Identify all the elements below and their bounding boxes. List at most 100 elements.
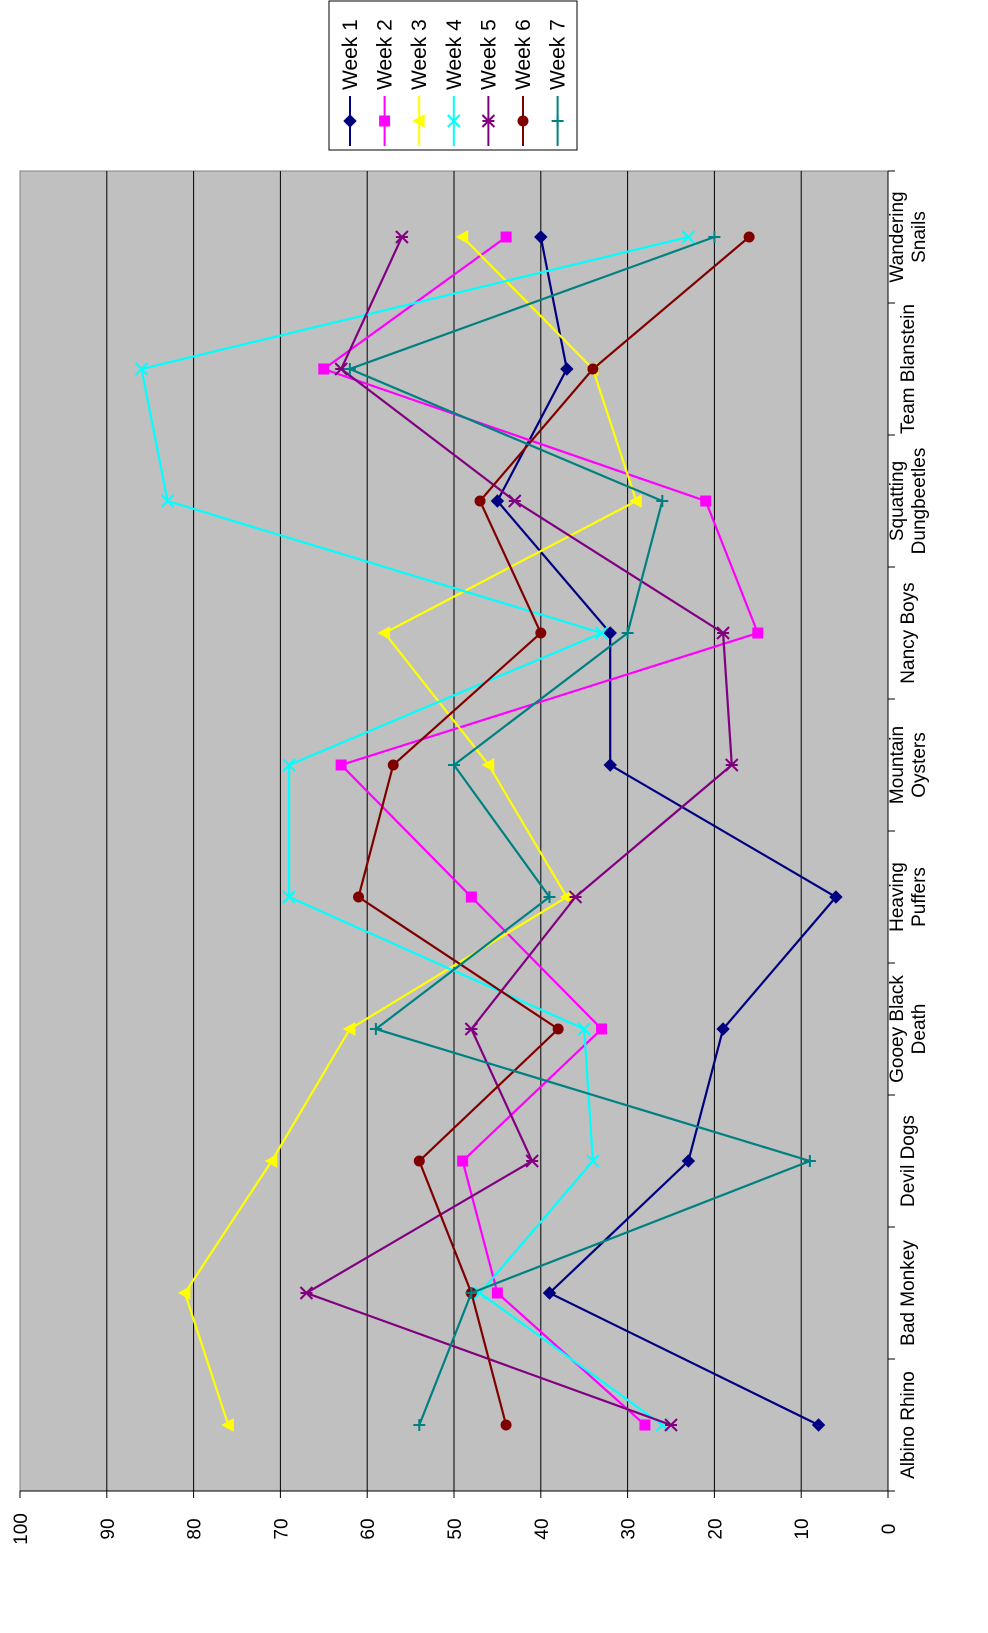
legend-item: Week 4 xyxy=(443,19,466,146)
data-point xyxy=(448,759,460,771)
category-label-line: Snails xyxy=(909,211,930,263)
data-point xyxy=(264,1154,278,1168)
data-point xyxy=(395,230,409,244)
gridlines xyxy=(106,171,802,1491)
data-point xyxy=(377,626,391,640)
data-point xyxy=(586,1154,600,1168)
series-line xyxy=(346,235,814,1426)
legend-label: Week 1 xyxy=(339,19,362,90)
value-tick-label: 100 xyxy=(11,1513,32,1545)
data-point xyxy=(134,362,149,376)
series-week-1 xyxy=(490,230,843,1432)
data-point xyxy=(342,1022,356,1036)
category-label-line: Heaving xyxy=(887,862,908,932)
value-tick-label: 70 xyxy=(271,1518,292,1539)
data-point xyxy=(343,114,357,128)
data-point xyxy=(535,627,547,639)
series-line xyxy=(357,236,750,1426)
value-tick-label: 80 xyxy=(185,1518,206,1539)
data-point xyxy=(708,231,721,243)
category-label-line: Albino Rhino xyxy=(898,1371,919,1479)
legend-item: Week 6 xyxy=(512,19,535,146)
data-point xyxy=(447,114,461,128)
data-point xyxy=(490,494,505,508)
data-point xyxy=(491,1287,503,1299)
category-label-line: Squatting xyxy=(887,461,908,541)
data-point xyxy=(457,1155,469,1167)
data-point xyxy=(465,891,477,903)
series-week-5 xyxy=(299,230,739,1432)
data-point xyxy=(752,627,764,639)
data-point xyxy=(716,626,730,640)
data-point xyxy=(587,363,599,375)
legend-label: Week 6 xyxy=(512,19,535,90)
data-point xyxy=(517,115,529,127)
series-line xyxy=(303,236,733,1427)
data-point xyxy=(656,495,669,507)
data-point xyxy=(551,115,564,127)
value-tick-label: 20 xyxy=(705,1518,726,1539)
data-point xyxy=(577,1022,591,1036)
data-point xyxy=(353,891,365,903)
legend-label: Week 5 xyxy=(477,19,500,90)
data-point xyxy=(387,759,399,771)
data-point xyxy=(500,231,512,243)
data-point xyxy=(664,1418,678,1432)
data-point xyxy=(568,890,583,904)
data-point xyxy=(318,363,330,375)
data-point xyxy=(335,759,347,771)
value-axis-ticks: 0 10 20 30 40 50 60 70 80 90 100 xyxy=(11,1491,900,1545)
category-label: WanderingSnails xyxy=(887,191,930,282)
data-point xyxy=(413,1155,425,1167)
data-point xyxy=(560,362,574,376)
category-label: HeavingPuffers xyxy=(887,862,930,932)
category-label-line: Death xyxy=(909,1004,930,1055)
legend-item: Week 5 xyxy=(477,19,500,146)
value-tick-label: 90 xyxy=(98,1518,119,1539)
data-point xyxy=(594,626,609,640)
value-tick-label: 30 xyxy=(619,1518,640,1539)
series-lines xyxy=(134,230,843,1432)
data-point xyxy=(542,1286,557,1300)
series-line xyxy=(140,235,689,1426)
value-tick-label: 0 xyxy=(879,1524,900,1535)
data-point xyxy=(543,891,556,903)
series-week-6 xyxy=(353,231,755,1431)
data-point xyxy=(681,230,696,244)
data-point xyxy=(160,494,175,508)
data-point xyxy=(481,758,495,772)
data-point xyxy=(743,231,755,243)
data-point xyxy=(681,1154,696,1168)
legend-item: Week 1 xyxy=(339,19,362,146)
category-label-line: Puffers xyxy=(909,867,930,927)
category-label-line: Bad Monkey xyxy=(898,1240,919,1346)
category-label-line: Team Blanstein xyxy=(898,304,919,434)
data-point xyxy=(508,494,522,508)
data-point xyxy=(716,1022,730,1036)
data-point xyxy=(596,1023,608,1035)
data-point xyxy=(603,758,617,772)
category-label: Albino Rhino xyxy=(898,1371,919,1479)
category-label-line: Nancy Boys xyxy=(898,582,919,683)
category-label: Gooey BlackDeath xyxy=(887,975,930,1083)
category-label: MountainOysters xyxy=(887,726,930,804)
data-point xyxy=(829,890,843,904)
data-point xyxy=(500,1419,512,1431)
category-label-line: Wandering xyxy=(887,191,908,282)
data-point xyxy=(725,758,739,772)
data-point xyxy=(282,890,296,904)
legend-item: Week 3 xyxy=(408,19,431,146)
value-tick-label: 40 xyxy=(532,1518,553,1539)
data-point xyxy=(299,1286,314,1300)
series-line xyxy=(321,236,760,1426)
legend-label: Week 7 xyxy=(547,19,570,90)
series-line xyxy=(496,236,838,1426)
category-axis-ticks: Albino Rhino Bad Monkey Devil Dogs Gooey Bl… xyxy=(887,170,930,1492)
data-point xyxy=(803,1155,816,1167)
value-tick-label: 50 xyxy=(445,1518,466,1539)
data-point xyxy=(621,627,634,639)
category-label-line: Dungbeetles xyxy=(909,448,930,555)
data-point xyxy=(603,626,617,640)
data-point xyxy=(552,1023,564,1035)
